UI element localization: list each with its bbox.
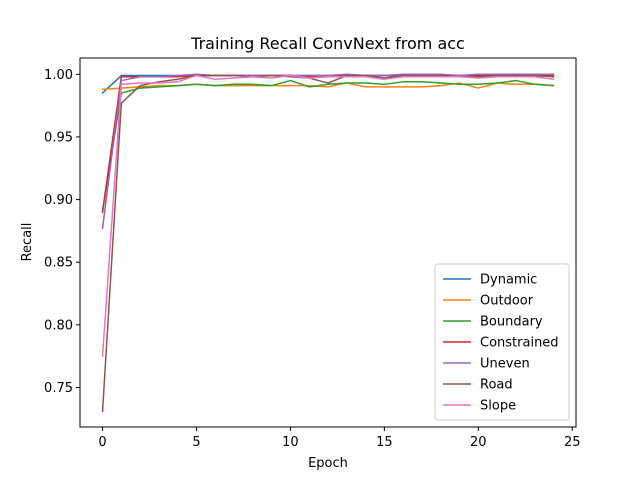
series-line-boundary [101,79,555,212]
y-axis-title: Recall [20,223,35,262]
y-tick-label: 0.85 [44,256,73,271]
x-tick-label: 25 [564,435,581,450]
y-tick-label: 0.75 [44,381,73,396]
legend-label: Uneven [480,357,530,372]
y-axis: 0.75 0.80 0.85 0.90 0.95 1.00 [44,68,80,396]
plot-lines [101,73,555,413]
series-line-road [101,74,555,413]
legend-box [434,263,570,421]
series-line-slope [101,74,555,358]
x-tick-label: 0 [98,435,106,450]
legend-label: Outdoor [480,294,534,309]
legend-label: Road [480,378,513,393]
y-tick-label: 0.95 [44,130,73,145]
x-tick-label: 20 [470,435,487,450]
series-line-constrained [101,74,555,213]
legend-label: Slope [480,399,516,414]
x-tick-label: 5 [192,435,200,450]
x-axis-title: Epoch [308,456,348,471]
x-axis: 0 5 10 15 20 25 [98,427,581,450]
legend-label: Boundary [480,315,543,330]
series-line-uneven [101,73,555,230]
x-tick-label: 10 [282,435,299,450]
plot-frame [79,57,577,428]
x-tick-label: 15 [376,435,393,450]
legend-label: Constrained [480,336,559,351]
y-tick-label: 0.80 [44,318,73,333]
legend-label: Dynamic [480,273,537,288]
y-tick-label: 1.00 [44,68,73,83]
chart-title: Training Recall ConvNext from acc [190,34,465,53]
legend: Dynamic Outdoor Boundary Constrained Uneven R… [434,263,570,421]
y-tick-label: 0.90 [44,193,73,208]
